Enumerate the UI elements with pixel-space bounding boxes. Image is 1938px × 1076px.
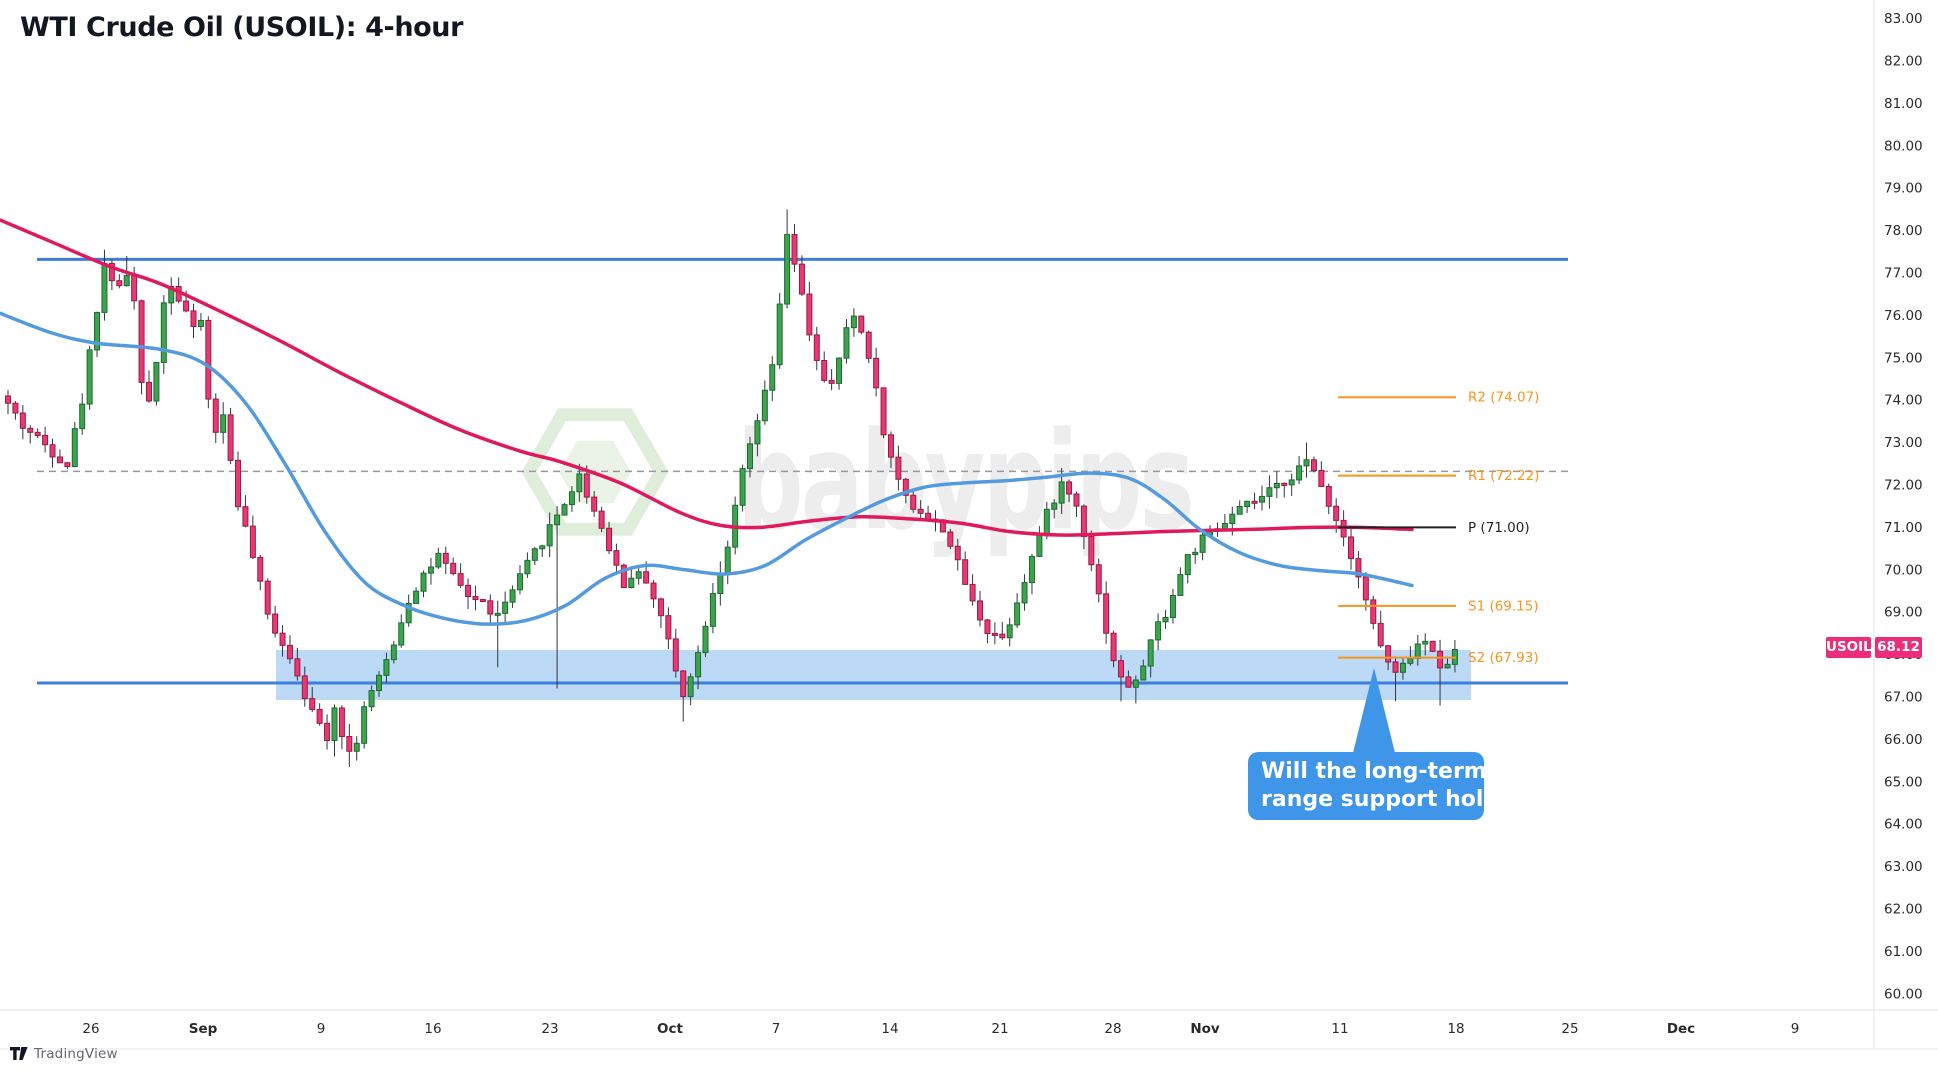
x-axis-label: Nov — [1190, 1021, 1220, 1037]
tradingview-logo[interactable]: TradingView — [10, 1046, 118, 1062]
y-axis-label: 75.00 — [1884, 350, 1923, 366]
chart-title: WTI Crude Oil (USOIL): 4-hour — [20, 12, 464, 43]
x-axis-label: 9 — [317, 1021, 326, 1037]
y-axis-label: 67.00 — [1884, 690, 1923, 706]
x-axis-label: Sep — [189, 1021, 218, 1037]
y-axis-label: 62.00 — [1884, 902, 1923, 918]
callout-line1: Will the long-term — [1261, 759, 1487, 784]
y-axis-label: 79.00 — [1884, 181, 1923, 197]
y-axis-label: 78.00 — [1884, 223, 1923, 239]
y-axis-label: 66.00 — [1884, 732, 1923, 748]
slow-ma-pink[interactable] — [0, 218, 1414, 537]
y-axis-label: 61.00 — [1884, 944, 1923, 960]
x-axis-label: Oct — [657, 1021, 683, 1037]
pivot-label: S1 (69.15) — [1468, 598, 1539, 614]
y-axis-label: 71.00 — [1884, 520, 1923, 536]
tradingview-label: TradingView — [34, 1046, 118, 1062]
pivot-levels: R2 (74.07) R1 (72.22) P (71.00) S1 (69.15) S… — [1338, 390, 1539, 666]
price-tag-value: 68.12 — [1875, 637, 1922, 658]
pivot-label: R1 (72.22) — [1468, 468, 1539, 484]
y-axis-label: 83.00 — [1884, 11, 1923, 27]
pivot-label: S2 (67.93) — [1468, 650, 1539, 666]
support-zone-rectangle[interactable] — [276, 649, 1471, 700]
y-axis-label: 69.00 — [1884, 605, 1923, 621]
callout-tail — [1352, 668, 1396, 757]
fast-ma-blue[interactable] — [0, 311, 1414, 626]
x-axis-label: 23 — [541, 1021, 558, 1037]
callout-note[interactable]: Will the long-term range support hold? — [1248, 752, 1512, 820]
x-axis-label: 26 — [82, 1021, 99, 1037]
x-axis-label: 14 — [881, 1021, 898, 1037]
y-axis-label: 63.00 — [1884, 859, 1923, 875]
x-axis-label: 16 — [424, 1021, 441, 1037]
tradingview-icon — [10, 1047, 28, 1060]
x-axis-label: 21 — [991, 1021, 1008, 1037]
candles — [5, 209, 1458, 767]
x-axis-label: 11 — [1331, 1021, 1348, 1037]
y-axis-label: 72.00 — [1884, 478, 1923, 494]
x-axis-label: 18 — [1447, 1021, 1464, 1037]
axes: 60.00 61.00 62.00 63.00 64.00 65.00 66.00 67.00… — [0, 0, 1938, 1050]
y-axis-label: 76.00 — [1884, 308, 1923, 324]
pivot-label: R2 (74.07) — [1468, 390, 1539, 406]
x-axis-label: 25 — [1561, 1021, 1578, 1037]
y-axis-label: 70.00 — [1884, 562, 1923, 578]
x-axis-label: 9 — [1791, 1021, 1800, 1037]
x-axis-label: 7 — [772, 1021, 781, 1037]
pivot-label: P (71.00) — [1468, 520, 1530, 536]
y-axis-label: 81.00 — [1884, 96, 1923, 112]
y-axis-label: 60.00 — [1884, 986, 1923, 1002]
y-axis-label: 82.00 — [1884, 54, 1923, 70]
price-tag-symbol: USOIL — [1826, 637, 1872, 658]
y-axis-label: 80.00 — [1884, 138, 1923, 154]
y-axis-label: 65.00 — [1884, 774, 1923, 790]
callout-line2: range support hold? — [1261, 787, 1512, 812]
y-axis-label: 64.00 — [1884, 817, 1923, 833]
x-axis-label: 28 — [1104, 1021, 1121, 1037]
y-axis-label: 73.00 — [1884, 435, 1923, 451]
x-axis-label: Dec — [1667, 1021, 1695, 1037]
y-axis-label: 74.00 — [1884, 393, 1923, 409]
y-axis-label: 77.00 — [1884, 266, 1923, 282]
